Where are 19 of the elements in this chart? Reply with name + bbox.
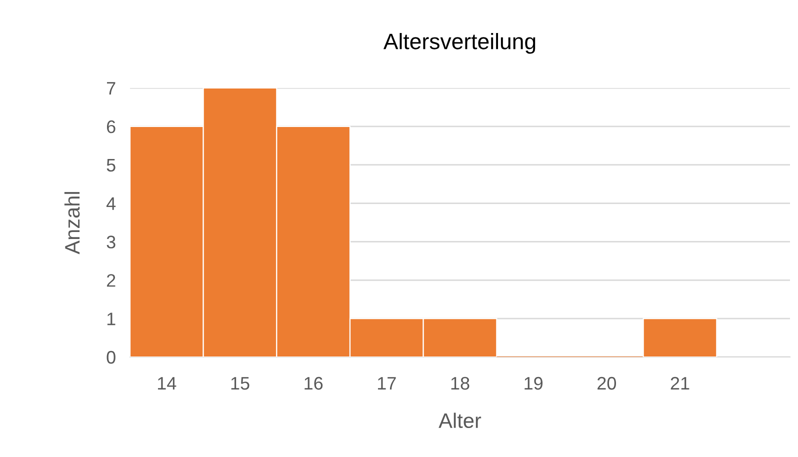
x-tick-label: 15 (231, 377, 250, 390)
y-tick-label: 1 (107, 312, 116, 326)
x-tick-label: 14 (158, 377, 176, 390)
chart-title: Altersverteilung (383, 33, 536, 54)
y-tick-label: 0 (106, 350, 116, 364)
x-tick-label: 21 (670, 376, 690, 390)
y-tick-label: 2 (106, 274, 116, 287)
x-tick-label: 16 (304, 376, 323, 390)
y-axis-title: Anzahl (64, 192, 80, 254)
y-tick-label: 4 (106, 197, 116, 210)
y-tick-label: 7 (106, 82, 116, 95)
x-tick-label: 17 (378, 377, 396, 390)
x-tick-label: 18 (451, 376, 470, 390)
y-tick-label: 5 (106, 158, 116, 172)
x-tick-label: 19 (524, 376, 543, 390)
x-axis-title: Alter (438, 412, 482, 428)
y-tick-label: 6 (106, 120, 116, 134)
y-tick-label: 3 (106, 236, 116, 248)
x-tick-label: 20 (598, 376, 616, 390)
